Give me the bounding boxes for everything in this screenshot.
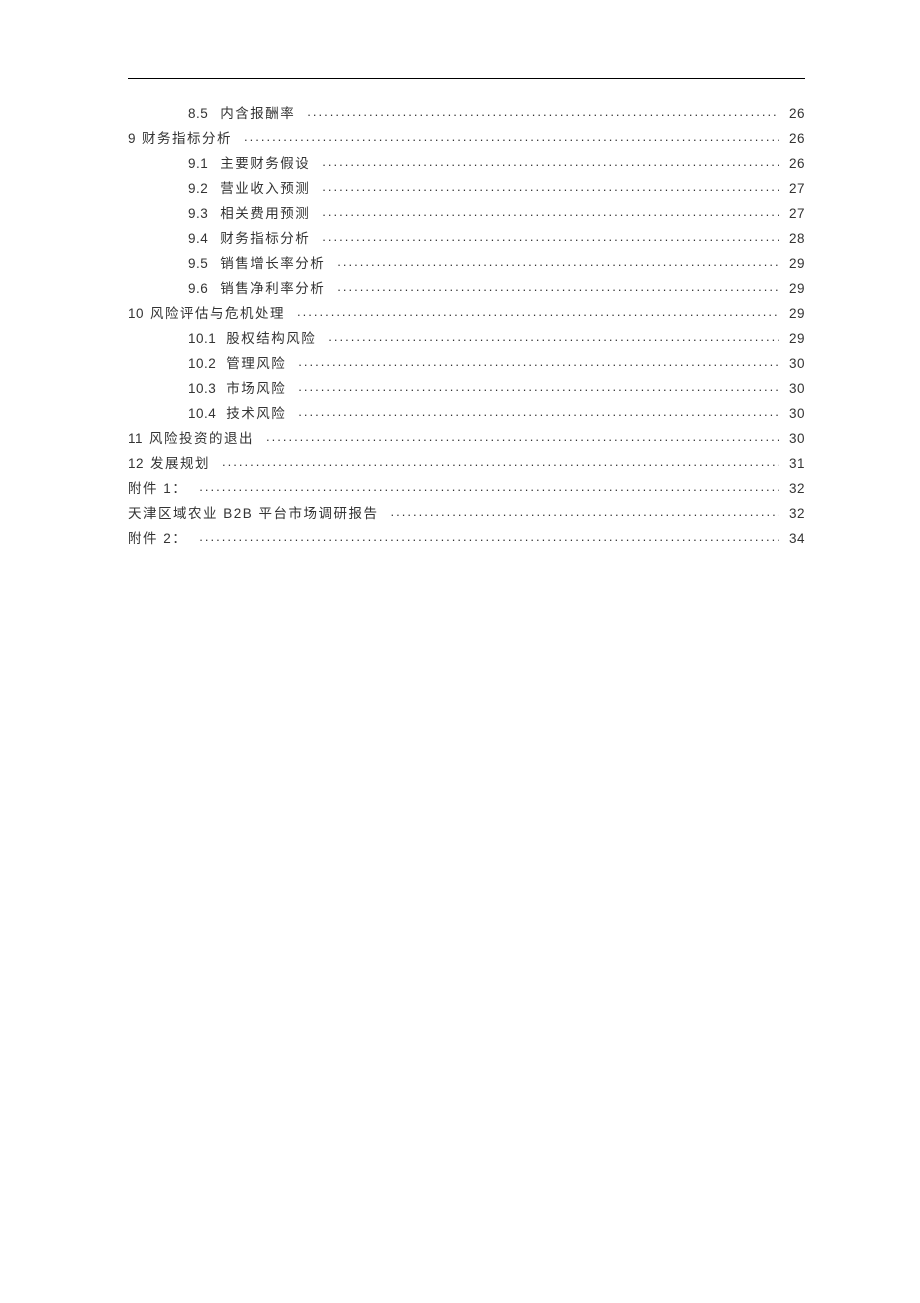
- toc-title: 技术风险: [226, 407, 286, 421]
- toc-title: 销售增长率分析: [220, 257, 325, 271]
- toc-entry: 9.6 销售净利率分析 29: [128, 282, 805, 296]
- toc-title: 附件 1：: [128, 482, 187, 496]
- toc-entry: 11 风险投资的退出 30: [128, 432, 805, 446]
- toc-page: 29: [789, 332, 805, 346]
- toc-title: 主要财务假设: [220, 157, 310, 171]
- toc-leader: [322, 180, 779, 194]
- page-container: 8.5 内含报酬率 26 9 财务指标分析 26 9.1 主要财务假设 26 9…: [0, 0, 920, 546]
- toc-leader: [244, 130, 779, 144]
- toc-entry: 9 财务指标分析 26: [128, 132, 805, 146]
- toc-leader: [199, 480, 779, 494]
- toc-leader: [297, 305, 779, 319]
- toc-number: 9.3: [188, 207, 208, 221]
- toc-number: 9.1: [188, 157, 208, 171]
- toc-page: 31: [789, 457, 805, 471]
- toc-leader: [322, 230, 779, 244]
- toc-title: 天津区域农业 B2B 平台市场调研报告: [128, 507, 379, 521]
- toc-leader: [337, 255, 779, 269]
- toc-number: 9: [128, 132, 136, 146]
- toc-number: 9.4: [188, 232, 208, 246]
- toc-title: 管理风险: [226, 357, 286, 371]
- toc-page: 30: [789, 432, 805, 446]
- toc-entry: 9.2 营业收入预测 27: [128, 182, 805, 196]
- toc-page: 32: [789, 507, 805, 521]
- header-rule: [128, 78, 805, 79]
- toc-leader: [322, 155, 779, 169]
- toc-page: 32: [789, 482, 805, 496]
- toc-title: 股权结构风险: [226, 332, 316, 346]
- toc-entry: 天津区域农业 B2B 平台市场调研报告 32: [128, 507, 805, 521]
- toc-number: 12: [128, 457, 144, 471]
- toc-entry: 10.4 技术风险 30: [128, 407, 805, 421]
- toc-number: 10.2: [188, 357, 216, 371]
- toc-number: 8.5: [188, 107, 208, 121]
- toc-page: 34: [789, 532, 805, 546]
- toc-entry: 9.3 相关费用预测 27: [128, 207, 805, 221]
- toc-page: 30: [789, 407, 805, 421]
- toc-title: 财务指标分析: [142, 132, 232, 146]
- toc-number: 11: [128, 432, 143, 446]
- toc-entry: 10.2 管理风险 30: [128, 357, 805, 371]
- toc-entry: 10.1 股权结构风险 29: [128, 332, 805, 346]
- toc-title: 内含报酬率: [220, 107, 295, 121]
- toc-leader: [298, 380, 779, 394]
- toc-page: 28: [789, 232, 805, 246]
- toc-number: 9.6: [188, 282, 208, 296]
- toc-entry: 10.3 市场风险 30: [128, 382, 805, 396]
- toc-title: 市场风险: [226, 382, 286, 396]
- toc-leader: [328, 330, 779, 344]
- toc-leader: [298, 405, 779, 419]
- toc-leader: [199, 530, 779, 544]
- toc-title: 营业收入预测: [220, 182, 310, 196]
- toc-title: 附件 2：: [128, 532, 187, 546]
- toc-leader: [337, 280, 779, 294]
- toc-page: 30: [789, 382, 805, 396]
- toc-number: 9.5: [188, 257, 208, 271]
- toc-title: 相关费用预测: [220, 207, 310, 221]
- toc-leader: [322, 205, 779, 219]
- toc-page: 26: [789, 132, 805, 146]
- toc-number: 9.2: [188, 182, 208, 196]
- toc-entry: 12 发展规划 31: [128, 457, 805, 471]
- toc-entry: 10 风险评估与危机处理 29: [128, 307, 805, 321]
- toc-number: 10.1: [188, 332, 216, 346]
- toc-title: 财务指标分析: [220, 232, 310, 246]
- toc-list: 8.5 内含报酬率 26 9 财务指标分析 26 9.1 主要财务假设 26 9…: [128, 107, 805, 546]
- toc-page: 29: [789, 307, 805, 321]
- toc-number: 10.4: [188, 407, 216, 421]
- toc-title: 风险投资的退出: [149, 432, 254, 446]
- toc-leader: [298, 355, 779, 369]
- toc-entry: 附件 2： 34: [128, 532, 805, 546]
- toc-number: 10: [128, 307, 144, 321]
- toc-leader: [222, 455, 779, 469]
- toc-title: 发展规划: [150, 457, 210, 471]
- toc-leader: [307, 105, 779, 119]
- toc-page: 27: [789, 182, 805, 196]
- toc-page: 29: [789, 257, 805, 271]
- toc-page: 26: [789, 107, 805, 121]
- toc-page: 26: [789, 157, 805, 171]
- toc-title: 风险评估与危机处理: [150, 307, 285, 321]
- toc-page: 29: [789, 282, 805, 296]
- toc-page: 30: [789, 357, 805, 371]
- toc-entry: 9.5 销售增长率分析 29: [128, 257, 805, 271]
- toc-number: 10.3: [188, 382, 216, 396]
- toc-page: 27: [789, 207, 805, 221]
- toc-leader: [266, 430, 779, 444]
- toc-entry: 8.5 内含报酬率 26: [128, 107, 805, 121]
- toc-entry: 附件 1： 32: [128, 482, 805, 496]
- toc-leader: [391, 505, 779, 519]
- toc-title: 销售净利率分析: [220, 282, 325, 296]
- toc-entry: 9.1 主要财务假设 26: [128, 157, 805, 171]
- toc-entry: 9.4 财务指标分析 28: [128, 232, 805, 246]
